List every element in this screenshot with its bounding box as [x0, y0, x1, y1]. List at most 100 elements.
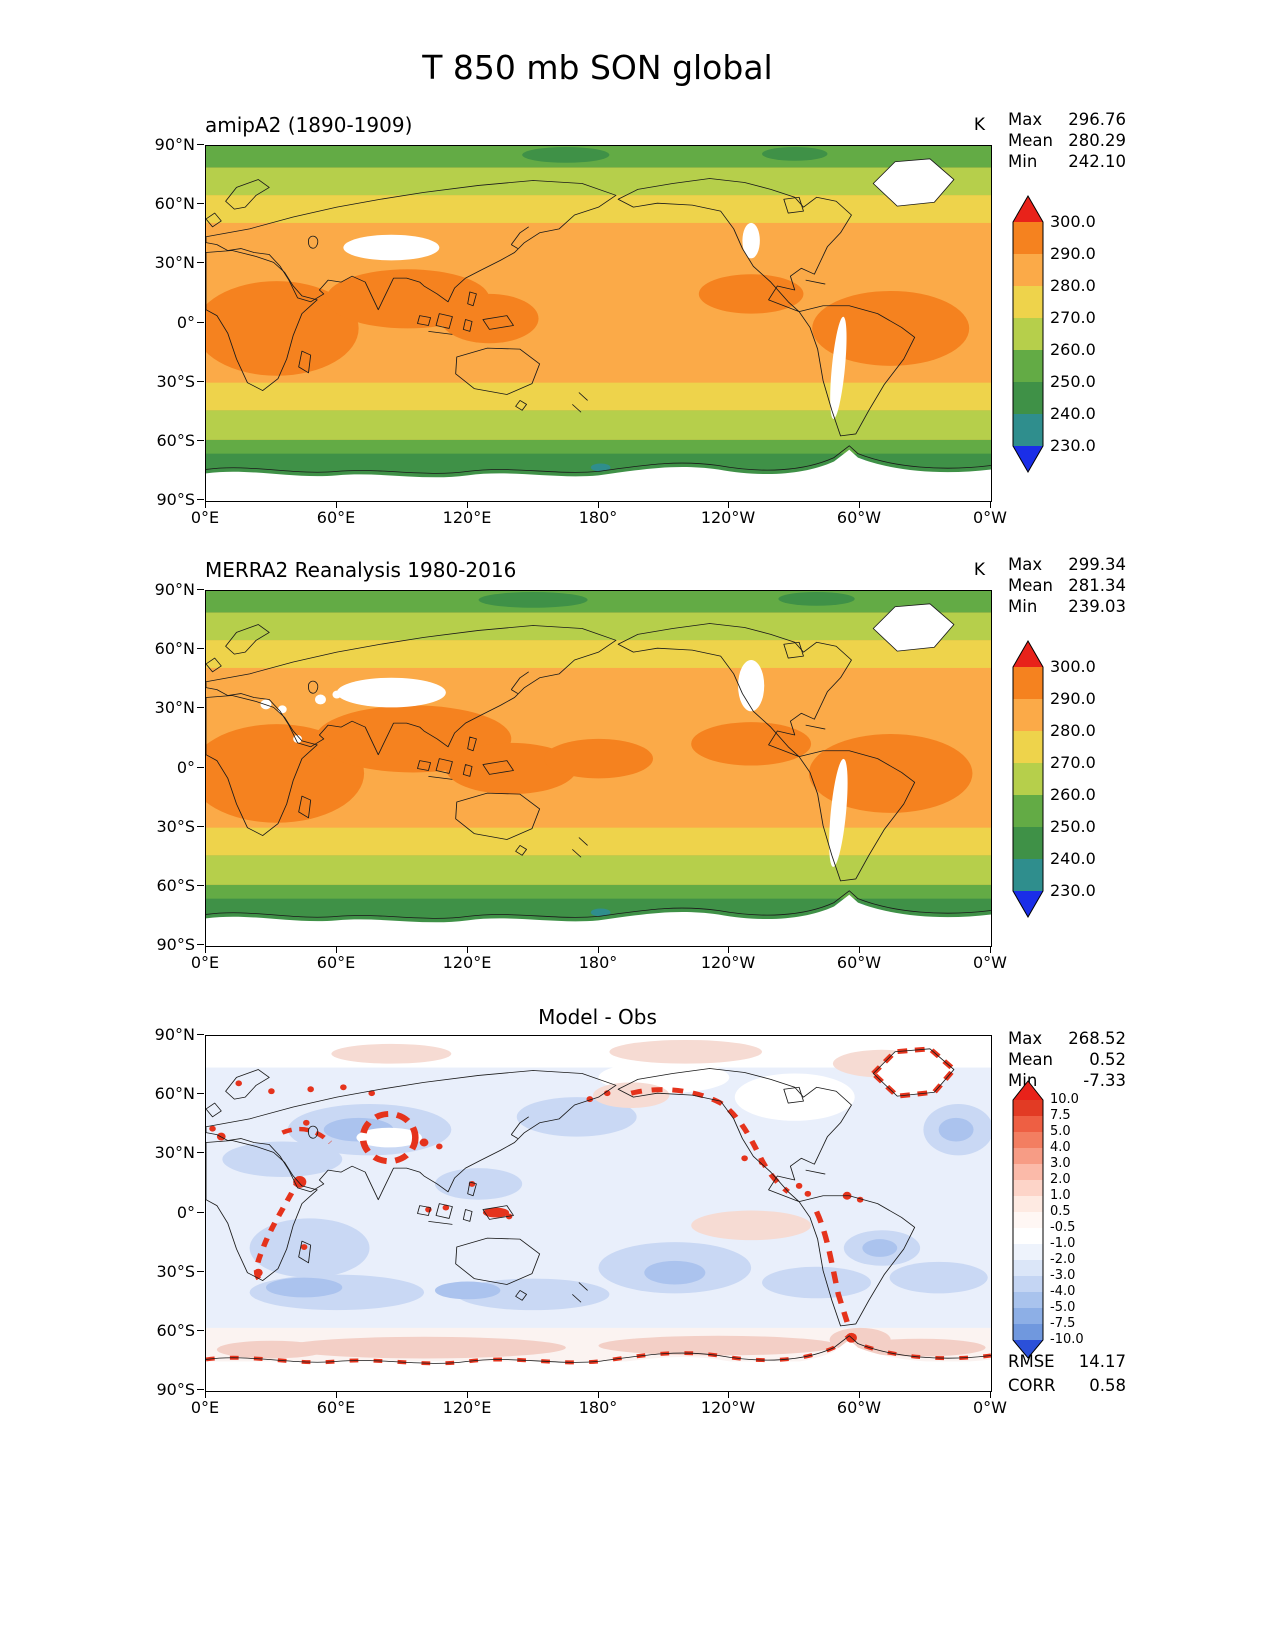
panel-title-diff: Model - Obs — [538, 1005, 657, 1029]
lat-tick-label: 0° — [127, 1204, 204, 1222]
colorbar-tick-label: 290.0 — [1050, 244, 1096, 263]
colorbar-tick-label: 230.0 — [1050, 881, 1096, 900]
lon-tick-label: 60°E — [296, 946, 376, 972]
colorbar-tick-label: 270.0 — [1050, 753, 1096, 772]
lat-tick-label: 60°N — [127, 640, 204, 658]
stat-row-mean: Mean 281.34 — [1008, 575, 1126, 596]
colorbar-tick-label: 0.5 — [1050, 1204, 1071, 1219]
colorbar-tick-label: -4.0 — [1050, 1284, 1076, 1299]
lat-tick-label: 60°N — [127, 1085, 204, 1103]
colorbar-tick-label: 5.0 — [1050, 1124, 1071, 1139]
stat-value: 0.52 — [1089, 1050, 1126, 1069]
stat-row-mean: Mean 0.52 — [1008, 1049, 1126, 1070]
stat-row-max: Max 296.76 — [1008, 109, 1126, 130]
corr-label: CORR — [1008, 1376, 1056, 1395]
stat-value: 280.29 — [1068, 131, 1126, 150]
colorbar-tick-label: -7.5 — [1050, 1316, 1076, 1331]
rmse-row: RMSE 14.17 — [1008, 1350, 1126, 1374]
colorbar-tick-label: 230.0 — [1050, 436, 1096, 455]
stat-row-max: Max 299.34 — [1008, 554, 1126, 575]
lat-tick-label: 60°S — [127, 1322, 204, 1340]
stat-value: -7.33 — [1083, 1071, 1126, 1090]
lat-tick-label: 90°N — [127, 1026, 204, 1044]
units-label-model: K — [973, 115, 985, 135]
stat-label: Mean — [1008, 131, 1053, 150]
map-obs — [205, 590, 992, 947]
stat-value: 296.76 — [1068, 110, 1126, 129]
lat-tick-label: 30°N — [127, 1144, 204, 1162]
stat-value: 242.10 — [1068, 152, 1126, 171]
stat-value: 299.34 — [1068, 555, 1126, 574]
lon-tick-label: 180° — [558, 501, 638, 527]
lat-tick-label: 90°N — [127, 136, 204, 154]
colorbar-tick-label: 4.0 — [1050, 1140, 1071, 1155]
stat-label: Mean — [1008, 576, 1053, 595]
lon-tick-label: 60°E — [296, 1391, 376, 1417]
stat-label: Min — [1008, 152, 1038, 171]
colorbar-tick-label: 260.0 — [1050, 785, 1096, 804]
lat-tick-label: 90°S — [127, 936, 204, 954]
stat-row-mean: Mean 280.29 — [1008, 130, 1126, 151]
lon-tick-label: 0°E — [165, 946, 245, 972]
corr-row: CORR 0.58 — [1008, 1374, 1126, 1398]
colorbar-tick-label: -5.0 — [1050, 1300, 1076, 1315]
corr-value: 0.58 — [1089, 1376, 1126, 1395]
difference-field — [206, 1036, 991, 1391]
rmse-label: RMSE — [1008, 1352, 1055, 1371]
lat-tick-label: 30°N — [127, 254, 204, 272]
colorbar-model — [1012, 195, 1044, 473]
colorbar-tick-label: 7.5 — [1050, 1108, 1071, 1123]
lon-tick-label: 120°W — [688, 501, 768, 527]
lon-tick-label: 0°W — [950, 1391, 1030, 1417]
temperature-bands — [206, 146, 991, 501]
lat-tick-label: 90°S — [127, 491, 204, 509]
lon-tick-label: 120°W — [688, 946, 768, 972]
lon-tick-label: 120°E — [427, 946, 507, 972]
map-obs-art — [206, 591, 991, 946]
stats-block-model: Max 296.76 Mean 280.29 Min 242.10 — [1008, 109, 1126, 172]
lat-tick-label: 60°S — [127, 432, 204, 450]
colorbar-tick-label: 2.0 — [1050, 1172, 1071, 1187]
colorbar-tick-label: 250.0 — [1050, 817, 1096, 836]
stats-block-obs: Max 299.34 Mean 281.34 Min 239.03 — [1008, 554, 1126, 617]
stat-value: 239.03 — [1068, 597, 1126, 616]
map-diff-art — [206, 1036, 991, 1391]
stats-block-diff: Max 268.52 Mean 0.52 Min -7.33 — [1008, 1028, 1126, 1091]
stat-row-max: Max 268.52 — [1008, 1028, 1126, 1049]
map-diff — [205, 1035, 992, 1392]
white-terrain — [206, 158, 991, 501]
lat-tick-label: 90°N — [127, 581, 204, 599]
colorbar-diff — [1012, 1080, 1044, 1359]
lon-tick-label: 0°E — [165, 1391, 245, 1417]
colorbar-tick-label: 240.0 — [1050, 404, 1096, 423]
colorbar-obs — [1012, 640, 1044, 918]
colorbar-tick-label: 1.0 — [1050, 1188, 1071, 1203]
lon-tick-label: 120°E — [427, 501, 507, 527]
lat-tick-label: 30°S — [127, 1263, 204, 1281]
colorbar-tick-label: -2.0 — [1050, 1252, 1076, 1267]
lon-tick-label: 0°W — [950, 946, 1030, 972]
map-model — [205, 145, 992, 502]
lat-tick-label: 0° — [127, 759, 204, 777]
stat-label: Min — [1008, 597, 1038, 616]
stat-label: Max — [1008, 1029, 1043, 1048]
panel-title-model: amipA2 (1890-1909) — [205, 113, 413, 137]
figure-title: T 850 mb SON global — [422, 48, 773, 87]
lon-tick-label: 60°E — [296, 501, 376, 527]
lon-tick-label: 180° — [558, 946, 638, 972]
colorbar-tick-label: 3.0 — [1050, 1156, 1071, 1171]
units-label-obs: K — [973, 560, 985, 580]
colorbar-tick-label: -10.0 — [1050, 1332, 1084, 1347]
colorbar-tick-label: -0.5 — [1050, 1220, 1076, 1235]
stat-label: Max — [1008, 555, 1043, 574]
lat-tick-label: 60°N — [127, 195, 204, 213]
stat-label: Mean — [1008, 1050, 1053, 1069]
colorbar-tick-label: 10.0 — [1050, 1092, 1079, 1107]
lat-tick-label: 0° — [127, 314, 204, 332]
lon-tick-label: 180° — [558, 1391, 638, 1417]
panel-title-obs: MERRA2 Reanalysis 1980-2016 — [205, 558, 517, 582]
lon-tick-label: 0°W — [950, 501, 1030, 527]
colorbar-tick-label: 250.0 — [1050, 372, 1096, 391]
stat-row-min: Min 242.10 — [1008, 151, 1126, 172]
